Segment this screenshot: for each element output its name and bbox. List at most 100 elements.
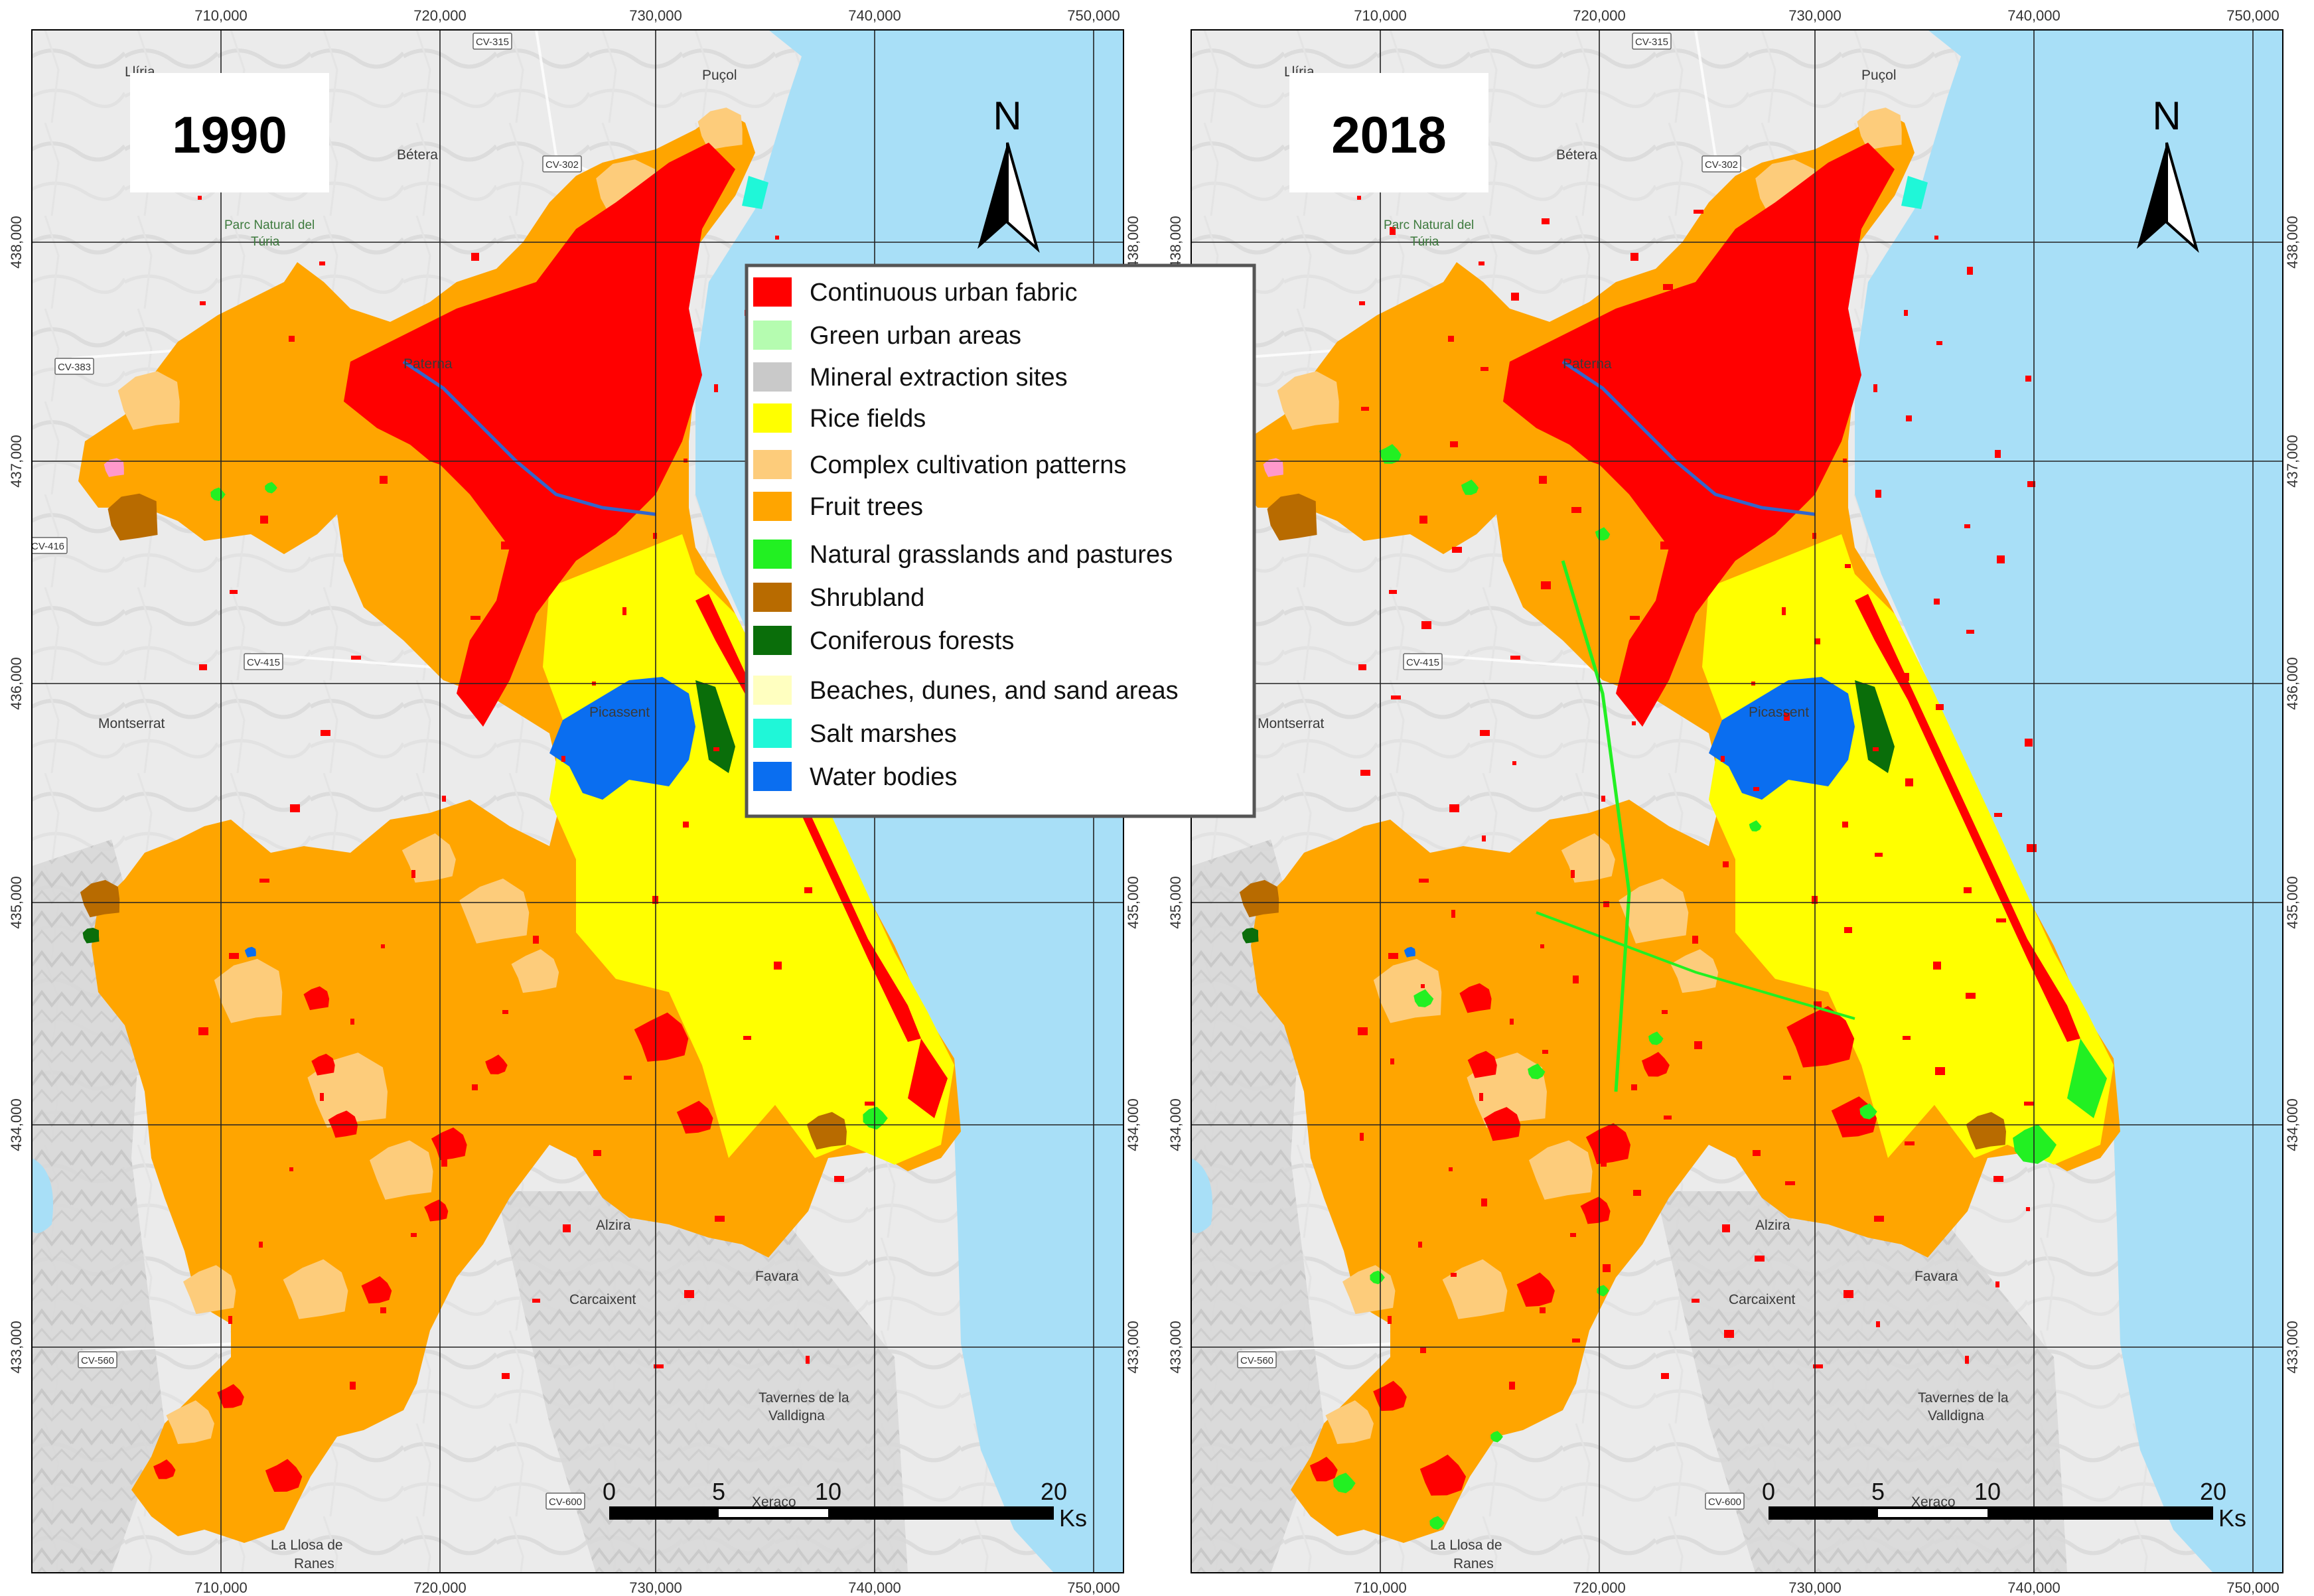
place-label-parc1: Parc Natural del: [1384, 218, 1474, 232]
svg-text:CV-315: CV-315: [476, 36, 509, 48]
place-label-parc1: Parc Natural del: [224, 218, 315, 232]
svg-text:CV-560: CV-560: [81, 1355, 114, 1366]
north-arrow-icon: N: [977, 94, 1040, 254]
place-label-pucol: Puçol: [702, 68, 737, 83]
legend-item: Complex cultivation patterns: [753, 450, 1126, 479]
svg-text:CV-560: CV-560: [1240, 1355, 1273, 1366]
place-label-montserrat: Montserrat: [98, 716, 165, 731]
x-tick-top: 720,000: [1573, 7, 1626, 24]
legend-label: Rice fields: [810, 405, 926, 433]
scale-tick: 0: [603, 1478, 616, 1505]
legend-swatch: [753, 540, 792, 569]
scale-tick: 10: [1974, 1478, 2001, 1505]
y-tick-left: 438,000: [8, 216, 25, 269]
x-tick-bottom: 750,000: [2226, 1579, 2279, 1596]
y-tick-right: 434,000: [1125, 1098, 1141, 1151]
legend-swatch: [753, 321, 792, 350]
legend-swatch: [753, 626, 792, 655]
legend-label: Salt marshes: [810, 720, 957, 748]
legend-label: Water bodies: [810, 763, 957, 791]
place-label-picassent: Picassent: [1749, 705, 1809, 720]
scale-tick: 5: [1871, 1478, 1885, 1505]
land-use-layer: [1238, 108, 2120, 1543]
legend-item: Green urban areas: [753, 321, 1021, 350]
scale-unit: Ks: [1059, 1504, 1087, 1532]
legend-item: Mineral extraction sites: [753, 362, 1068, 392]
place-label-tavernes2: Valldigna: [768, 1408, 825, 1423]
x-tick-top: 750,000: [1067, 7, 1120, 24]
legend-swatch: [753, 450, 792, 479]
road-shield: CV-560: [1237, 1351, 1277, 1368]
legend-swatch: [753, 676, 792, 705]
y-tick-right: 434,000: [2284, 1098, 2301, 1151]
legend-swatch: [753, 583, 792, 612]
x-tick-top: 740,000: [848, 7, 901, 24]
legend-swatch: [753, 719, 792, 748]
legend-label: Green urban areas: [810, 322, 1021, 350]
svg-text:CV-302: CV-302: [1705, 159, 1738, 171]
svg-text:CV-315: CV-315: [1635, 36, 1668, 48]
legend-label: Coniferous forests: [810, 627, 1014, 655]
x-tick-top: 730,000: [629, 7, 682, 24]
legend-box: [745, 263, 1256, 818]
y-tick-right: 436,000: [2284, 657, 2301, 710]
y-tick-left: 433,000: [8, 1321, 25, 1374]
place-label-betera: Bétera: [1556, 147, 1597, 163]
legend-label: Natural grasslands and pastures: [810, 541, 1173, 569]
place-label-llosa1: La Llosa de: [271, 1538, 343, 1553]
legend-label: Fruit trees: [810, 493, 923, 521]
legend-item: Beaches, dunes, and sand areas: [753, 676, 1179, 705]
urban-core: [344, 143, 735, 727]
legend-label: Complex cultivation patterns: [810, 451, 1126, 479]
road-shield: CV-415: [244, 653, 283, 670]
year-label-box: 1990: [130, 73, 329, 192]
year-label: 1990: [172, 106, 287, 164]
x-tick-bottom: 740,000: [2007, 1579, 2061, 1596]
y-tick-right: 437,000: [2284, 435, 2301, 488]
y-tick-left: 435,000: [1167, 876, 1184, 929]
sea: [1855, 30, 2283, 1573]
place-label-llosa1: La Llosa de: [1430, 1538, 1502, 1553]
place-label-xeraco: Xeraco: [1911, 1494, 1956, 1510]
svg-text:N: N: [993, 94, 1021, 138]
y-tick-left: 434,000: [1167, 1098, 1184, 1151]
x-tick-top: 710,000: [194, 7, 248, 24]
place-label-tavernes1: Tavernes de la: [759, 1390, 849, 1406]
place-label-paterna: Paterna: [1563, 356, 1612, 372]
road-shield: CV-302: [1701, 155, 1741, 173]
place-label-carcaixent: Carcaixent: [1729, 1292, 1796, 1307]
scale-unit: Ks: [2218, 1504, 2246, 1532]
legend-swatch: [753, 403, 792, 433]
place-label-carcaixent: Carcaixent: [569, 1292, 636, 1307]
scale-tick: 0: [1762, 1478, 1775, 1505]
x-tick-bottom: 730,000: [1788, 1579, 1842, 1596]
svg-text:CV-600: CV-600: [1708, 1496, 1741, 1508]
legend-label: Continuous urban fabric: [810, 279, 1077, 307]
place-label-parc2: Túria: [1410, 235, 1439, 249]
scale-tick: 5: [712, 1478, 725, 1505]
north-arrow-icon: N: [2137, 94, 2199, 254]
legend-item: Natural grasslands and pastures: [753, 540, 1173, 569]
svg-text:CV-416: CV-416: [31, 541, 64, 552]
legend-swatch: [753, 762, 792, 791]
place-label-tavernes1: Tavernes de la: [1918, 1390, 2009, 1406]
year-label-box: 2018: [1289, 73, 1488, 192]
legend: Continuous urban fabric Green urban areas…: [745, 263, 1256, 818]
place-label-pucol: Puçol: [1861, 68, 1897, 83]
place-label-tavernes2: Valldigna: [1928, 1408, 1984, 1423]
place-label-xeraco: Xeraco: [752, 1494, 796, 1510]
legend-item: Salt marshes: [753, 719, 957, 748]
x-tick-bottom: 750,000: [1067, 1579, 1120, 1596]
place-label-betera: Bétera: [397, 147, 438, 163]
y-tick-right: 433,000: [2284, 1321, 2301, 1374]
legend-swatch: [753, 362, 792, 392]
road-shield: CV-315: [1632, 33, 1672, 50]
y-tick-left: 435,000: [8, 876, 25, 929]
x-tick-bottom: 720,000: [413, 1579, 467, 1596]
scale-tick: 20: [2200, 1478, 2226, 1505]
legend-label: Beaches, dunes, and sand areas: [810, 677, 1179, 705]
place-label-llosa2: Ranes: [1453, 1556, 1494, 1571]
